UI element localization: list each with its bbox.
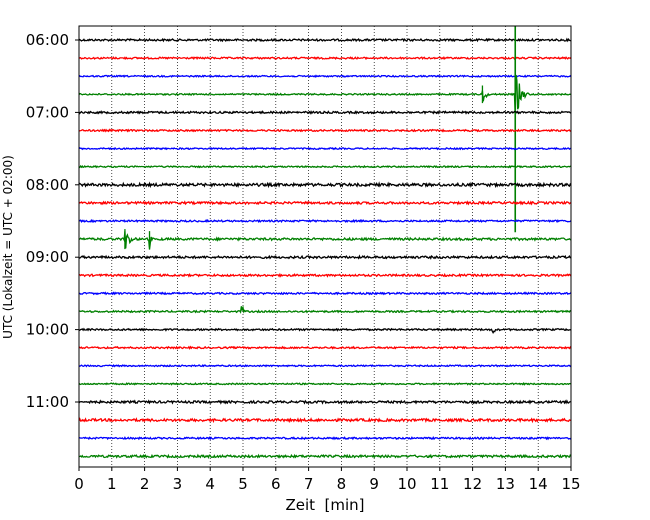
- x-tick-label: 10: [397, 475, 416, 493]
- trace-line: [78, 291, 572, 296]
- trace-line: [78, 74, 572, 117]
- y-tick-label: 06:00: [26, 31, 69, 49]
- x-tick-label: 5: [238, 475, 248, 493]
- trace-line: [78, 305, 572, 314]
- trace-line: [78, 436, 572, 441]
- x-tick-label: 8: [337, 475, 347, 493]
- x-tick-label: 2: [140, 475, 150, 493]
- trace-line: [78, 327, 572, 335]
- x-tick-label: 9: [369, 475, 379, 493]
- plot-frame: [78, 25, 572, 468]
- y-tick-label: 09:00: [26, 248, 69, 266]
- x-tick-label: 15: [561, 475, 580, 493]
- y-axis-ticks: 06:00 07:00 08:00 09:00 10:00 11:00: [26, 31, 79, 411]
- trace-line: [78, 181, 572, 189]
- plot-background: [79, 26, 571, 467]
- x-tick-label: 0: [74, 475, 84, 493]
- trace-line: [78, 74, 572, 79]
- trace-line: [78, 164, 572, 169]
- x-tick-label: 12: [463, 475, 482, 493]
- trace-line: [78, 110, 572, 115]
- x-tick-label: 3: [173, 475, 183, 493]
- x-axis-label: Zeit [min]: [285, 496, 364, 514]
- y-tick-label: 07:00: [26, 103, 69, 121]
- y-tick-label: 11:00: [26, 393, 69, 411]
- trace-line: [78, 363, 572, 368]
- x-tick-label: 7: [304, 475, 314, 493]
- trace-line: [78, 399, 572, 405]
- trace-line: [78, 417, 572, 424]
- x-axis-ticks: 0 1 2 3 4 5 6 7 8 9 10 11 12 13 14 15: [74, 467, 581, 493]
- x-tick-label: 11: [430, 475, 449, 493]
- x-tick-label: 6: [271, 475, 281, 493]
- trace-line: [78, 231, 572, 250]
- trace-line: [78, 200, 572, 206]
- trace-line: [78, 56, 572, 61]
- trace-line: [78, 272, 572, 278]
- x-tick-label: 13: [496, 475, 515, 493]
- y-tick-label: 08:00: [26, 176, 69, 194]
- trace-line: [78, 218, 572, 224]
- trace-line: [78, 128, 572, 133]
- trace-line: [78, 381, 572, 386]
- trace-line: [78, 146, 572, 151]
- x-tick-label: 14: [529, 475, 548, 493]
- trace-line: [78, 37, 572, 43]
- x-tick-label: 1: [107, 475, 117, 493]
- trace-line: [78, 345, 572, 351]
- y-axis-label: UTC (Lokalzeit = UTC + 02:00): [1, 155, 15, 339]
- y-tick-label: 10:00: [26, 321, 69, 339]
- trace-line: [78, 254, 572, 260]
- trace-line: [78, 453, 572, 459]
- seismic-traces: [78, 26, 572, 459]
- x-tick-label: 4: [205, 475, 215, 493]
